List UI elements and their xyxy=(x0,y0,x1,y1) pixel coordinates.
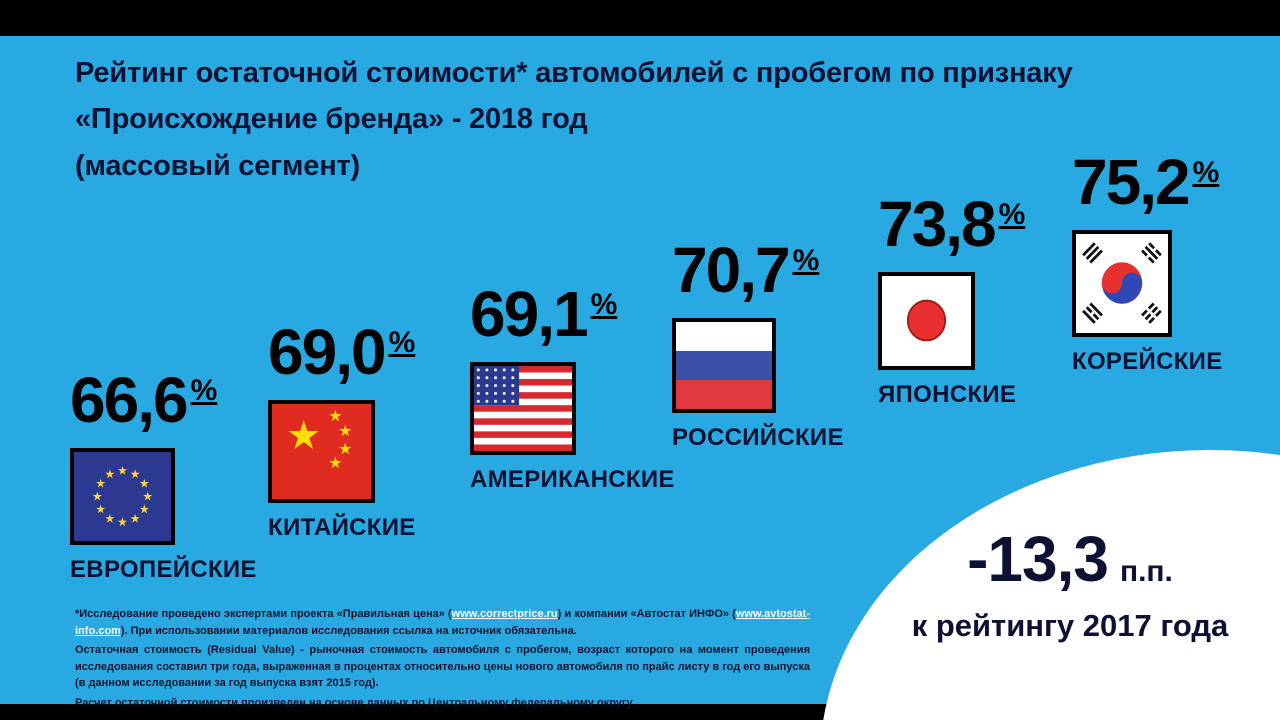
footnote-paragraph-1: *Исследование проведено экспертами проек… xyxy=(75,606,810,639)
label-russian: РОССИЙСКИЕ xyxy=(672,424,844,451)
russia-flag-icon xyxy=(672,318,776,413)
value-chinese: 69,0% xyxy=(268,320,415,384)
label-chinese: КИТАЙСКИЕ xyxy=(268,514,416,541)
footnote-text: ) и компании «Автостат ИНФО» ( xyxy=(557,608,736,620)
avtostat-link[interactable]: www.avtostat-info.com xyxy=(75,608,810,637)
value-number: 69,1 xyxy=(470,278,589,350)
value-american: 69,1% xyxy=(470,282,617,346)
usa-flag-icon xyxy=(470,362,576,455)
percent-sign: % xyxy=(190,374,218,407)
chart-item-european: 66,6% ЕВРОПЕЙСКИЕ xyxy=(70,368,257,584)
chart-item-korean: 75,2% КОРЕЙСКИЕ xyxy=(1072,150,1223,376)
value-russian: 70,7% xyxy=(672,238,819,302)
footnote-paragraph-2: Остаточная стоимость (Residual Value) - … xyxy=(75,644,810,689)
value-korean: 75,2% xyxy=(1072,150,1219,214)
label-american: АМЕРИКАНСКИЕ xyxy=(470,466,675,493)
chart-item-american: 69,1% АМЕРИКАНСКИЕ xyxy=(470,282,675,494)
value-european: 66,6% xyxy=(70,368,217,432)
footnote: *Исследование проведено экспертами проек… xyxy=(75,606,810,714)
label-korean: КОРЕЙСКИЕ xyxy=(1072,348,1223,375)
delta-value: -13,3 xyxy=(967,523,1109,595)
top-black-bar xyxy=(0,0,1280,36)
chart-item-japanese: 73,8% ЯПОНСКИЕ xyxy=(878,192,1025,409)
label-european: ЕВРОПЕЙСКИЕ xyxy=(70,556,257,583)
footnote-paragraph-3: Расчет остаточной стоимости произведен н… xyxy=(75,696,633,709)
japan-flag-icon xyxy=(878,272,975,370)
eu-flag-icon xyxy=(70,448,175,545)
china-flag-icon xyxy=(268,400,375,503)
chart-item-chinese: 69,0% КИТАЙСКИЕ xyxy=(268,320,416,542)
value-number: 70,7 xyxy=(672,234,791,306)
title-line-2: «Происхождение бренда» - 2018 год xyxy=(75,103,588,136)
percent-sign: % xyxy=(1192,156,1220,189)
percent-sign: % xyxy=(388,326,416,359)
percent-sign: % xyxy=(590,288,618,321)
title-line-3: (массовый сегмент) xyxy=(75,149,360,182)
footnote-text: ). При использовании материалов исследов… xyxy=(120,624,577,637)
value-number: 69,0 xyxy=(268,316,387,388)
page-title: Рейтинг остаточной стоимости* автомобиле… xyxy=(75,50,1073,189)
value-number: 75,2 xyxy=(1072,146,1191,218)
value-japanese: 73,8% xyxy=(878,192,1025,256)
delta-unit: п.п. xyxy=(1119,555,1173,588)
footnote-text: *Исследование проведено экспертами проек… xyxy=(75,608,452,620)
delta-line: -13,3 п.п. xyxy=(860,522,1280,596)
title-line-1: Рейтинг остаточной стоимости* автомобиле… xyxy=(75,57,1073,89)
delta-badge: -13,3 п.п. к рейтингу 2017 года xyxy=(860,522,1280,644)
delta-caption: к рейтингу 2017 года xyxy=(911,608,1229,643)
label-japanese: ЯПОНСКИЕ xyxy=(878,381,1017,408)
value-number: 66,6 xyxy=(70,364,189,436)
percent-sign: % xyxy=(792,244,820,277)
correctprice-link[interactable]: www.correctprice.ru xyxy=(451,608,558,620)
percent-sign: % xyxy=(998,198,1026,231)
value-number: 73,8 xyxy=(878,188,997,260)
korea-flag-icon xyxy=(1072,230,1172,337)
chart-item-russian: 70,7% РОССИЙСКИЕ xyxy=(672,238,844,452)
